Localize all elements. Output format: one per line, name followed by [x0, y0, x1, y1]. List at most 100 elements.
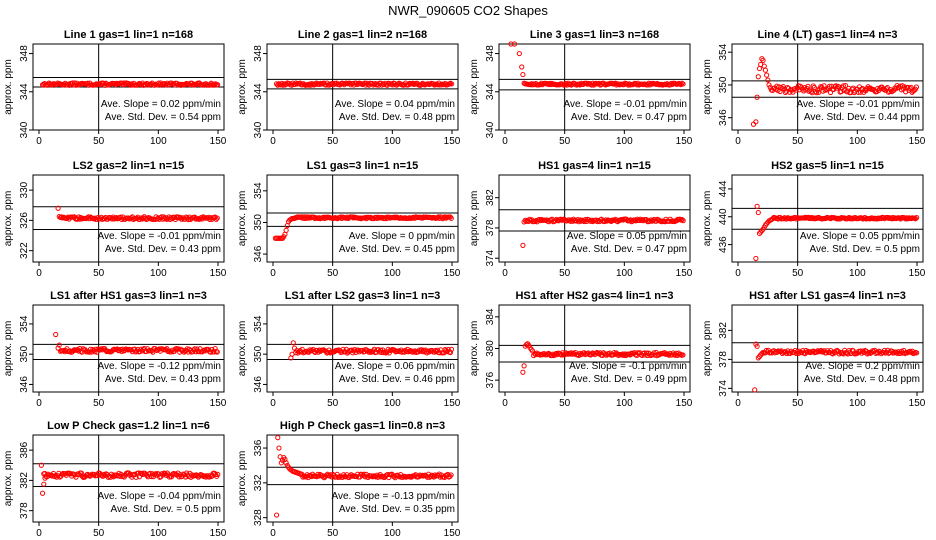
x-tick-label: 50 — [327, 136, 339, 147]
x-tick-label: 100 — [849, 398, 866, 409]
data-point — [842, 82, 849, 89]
std-annotation: Ave. Std. Dev. = 0.48 ppm — [339, 112, 455, 123]
y-axis-label: approx. ppm — [702, 321, 713, 377]
data-point — [813, 90, 820, 96]
slope-annotation: Ave. Slope = -0.01 ppm/min — [564, 99, 688, 110]
data-point — [755, 74, 761, 80]
data-point — [276, 445, 282, 451]
data-point — [448, 215, 454, 221]
data-point — [755, 209, 761, 216]
x-tick-label: 150 — [676, 268, 693, 279]
x-tick-label: 100 — [150, 268, 167, 279]
y-tick-label: 378 — [485, 219, 496, 236]
std-annotation: Ave. Std. Dev. = 0.48 ppm — [804, 374, 920, 385]
std-annotation: Ave. Std. Dev. = 0.45 ppm — [339, 244, 455, 255]
data-point — [818, 84, 824, 90]
x-tick-label: 0 — [502, 136, 508, 147]
data-point — [76, 348, 82, 354]
chart-title: Line 3 gas=1 lin=3 n=168 — [530, 29, 659, 41]
data-point — [58, 214, 65, 220]
y-axis-label: approx. ppm — [3, 321, 14, 377]
slope-annotation: Ave. Slope = 0.04 ppm/min — [335, 99, 455, 110]
x-tick-label: 150 — [444, 136, 461, 147]
x-tick-label: 0 — [270, 398, 276, 409]
chart-panel: HS1 after HS2 gas=4 lin=1 n=3 0 50 100 150 37… — [469, 290, 693, 409]
y-tick-label: 346 — [253, 376, 264, 393]
y-tick-label: 436 — [718, 236, 729, 253]
chart-title: Line 2 gas=1 lin=2 n=168 — [298, 29, 427, 41]
data-point — [159, 471, 165, 477]
data-point — [185, 216, 191, 223]
data-point — [55, 345, 61, 351]
x-tick-label: 150 — [909, 268, 926, 279]
data-point — [353, 473, 360, 480]
data-point — [754, 203, 760, 209]
chart-grid: Line 1 gas=1 lin=1 n=168 0 50 100 150 340 344 3… — [3, 29, 926, 539]
data-point — [516, 50, 522, 57]
data-point — [302, 349, 309, 355]
slope-annotation: Ave. Slope = -0.01 ppm/min — [797, 99, 921, 110]
std-annotation: Ave. Std. Dev. = 0.5 ppm — [809, 244, 920, 255]
x-tick-label: 50 — [327, 528, 339, 539]
slope-annotation: Ave. Slope = 0.05 ppm/min — [567, 231, 687, 242]
data-point — [275, 435, 281, 441]
plot-frame — [32, 304, 225, 393]
std-annotation: Ave. Std. Dev. = 0.47 ppm — [571, 244, 687, 255]
data-point — [154, 216, 160, 222]
y-axis-label: approx. ppm — [237, 451, 248, 507]
x-tick-label: 0 — [36, 268, 42, 279]
plot-frame — [498, 174, 691, 263]
data-point — [105, 474, 111, 480]
plot-frame — [266, 174, 459, 263]
chart-panel: Line 1 gas=1 lin=1 n=168 0 50 100 150 340 344 3… — [3, 29, 227, 147]
data-point — [280, 82, 286, 88]
data-point — [764, 72, 770, 78]
chart-title: HS1 after HS2 gas=4 lin=1 n=3 — [515, 290, 673, 302]
slope-annotation: Ave. Slope = 0.05 ppm/min — [800, 231, 920, 242]
data-point — [53, 331, 59, 338]
y-tick-label: 354 — [19, 315, 30, 332]
x-tick-label: 150 — [676, 136, 693, 147]
chart-title: High P Check gas=1 lin=0.8 n=3 — [280, 420, 445, 432]
data-point — [766, 82, 772, 88]
plot-frame — [32, 434, 225, 523]
data-point — [339, 349, 345, 355]
y-tick-label: 350 — [718, 76, 729, 93]
x-tick-label: 50 — [93, 136, 105, 147]
chart-panel: LS1 gas=3 lin=1 n=15 0 50 100 150 346 350 354 ap… — [237, 160, 461, 279]
y-tick-label: 346 — [19, 376, 30, 393]
std-annotation: Ave. Std. Dev. = 0.46 ppm — [339, 374, 455, 385]
data-point — [39, 490, 46, 496]
x-tick-label: 150 — [444, 398, 461, 409]
y-tick-label: 444 — [718, 180, 729, 197]
y-tick-label: 382 — [485, 189, 496, 206]
data-point — [520, 242, 526, 248]
data-point — [162, 216, 168, 222]
y-tick-label: 382 — [718, 322, 729, 339]
x-tick-label: 100 — [150, 136, 167, 147]
data-point — [214, 349, 220, 355]
data-point — [760, 57, 766, 63]
x-tick-label: 0 — [36, 398, 42, 409]
y-tick-label: 348 — [253, 45, 264, 62]
y-axis-label: approx. ppm — [702, 59, 713, 115]
slope-annotation: Ave. Slope = -0.01 ppm/min — [98, 231, 222, 242]
x-tick-label: 150 — [444, 528, 461, 539]
y-tick-label: 328 — [253, 509, 264, 526]
slope-annotation: Ave. Slope = 0 ppm/min — [349, 231, 455, 242]
x-tick-label: 50 — [93, 528, 105, 539]
data-point — [759, 350, 765, 357]
slope-annotation: Ave. Slope = 0.2 ppm/min — [805, 361, 920, 372]
data-point — [578, 218, 584, 224]
x-tick-label: 100 — [849, 268, 866, 279]
data-point — [912, 216, 919, 222]
chart-title: Line 4 (LT) gas=1 lin=4 n=3 — [757, 29, 897, 41]
chart-panel: Line 2 gas=1 lin=2 n=168 0 50 100 150 340 344 3… — [237, 29, 461, 147]
data-point — [759, 228, 765, 234]
data-point — [765, 77, 771, 83]
data-point — [151, 82, 157, 88]
data-point — [752, 387, 758, 393]
y-axis-label: approx. ppm — [469, 191, 480, 247]
x-tick-label: 100 — [150, 398, 167, 409]
